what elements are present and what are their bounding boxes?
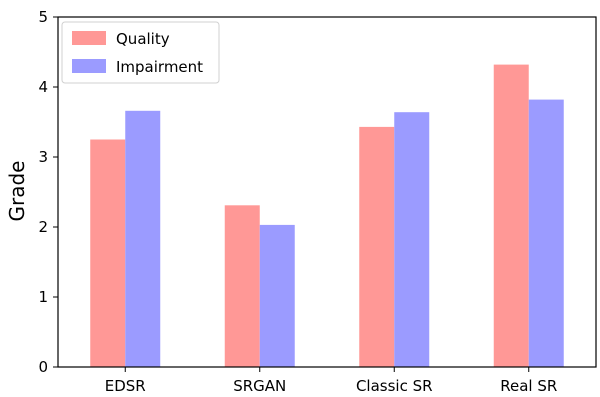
x-tick-label: Classic SR: [356, 377, 433, 395]
y-tick-label: 2: [38, 218, 48, 236]
bars-layer: [90, 64, 564, 368]
legend-swatch-quality: [72, 31, 106, 45]
axes-layer: EDSR SRGAN Classic SR Real SR 0 1 2 3 4 5: [38, 8, 597, 395]
y-tick-label: 1: [38, 288, 48, 306]
bar-quality-real-sr: [493, 64, 529, 367]
x-tick-label: EDSR: [105, 377, 146, 395]
bar-impairment-real-sr: [528, 99, 564, 367]
y-tick-label: 5: [38, 8, 48, 26]
y-axis-label: Grade: [5, 161, 29, 222]
legend: Quality Impairment: [61, 21, 220, 84]
plot-frame: [57, 16, 597, 368]
bar-impairment-classic-sr: [394, 112, 430, 367]
bar-quality-edsr: [90, 139, 126, 367]
bar-quality-classic-sr: [359, 126, 395, 368]
x-tick-label: Real SR: [500, 377, 557, 395]
legend-swatch-impairment: [72, 59, 106, 73]
bar-quality-srgan: [224, 205, 260, 367]
y-tick-label: 4: [38, 78, 48, 96]
y-tick-label: 0: [38, 358, 48, 376]
bar-impairment-srgan: [259, 224, 295, 367]
y-tick-label: 3: [38, 148, 48, 166]
legend-label-impairment: Impairment: [116, 58, 203, 76]
bar-impairment-edsr: [125, 110, 161, 368]
x-tick-label: SRGAN: [233, 377, 286, 395]
legend-label-quality: Quality: [116, 30, 170, 48]
